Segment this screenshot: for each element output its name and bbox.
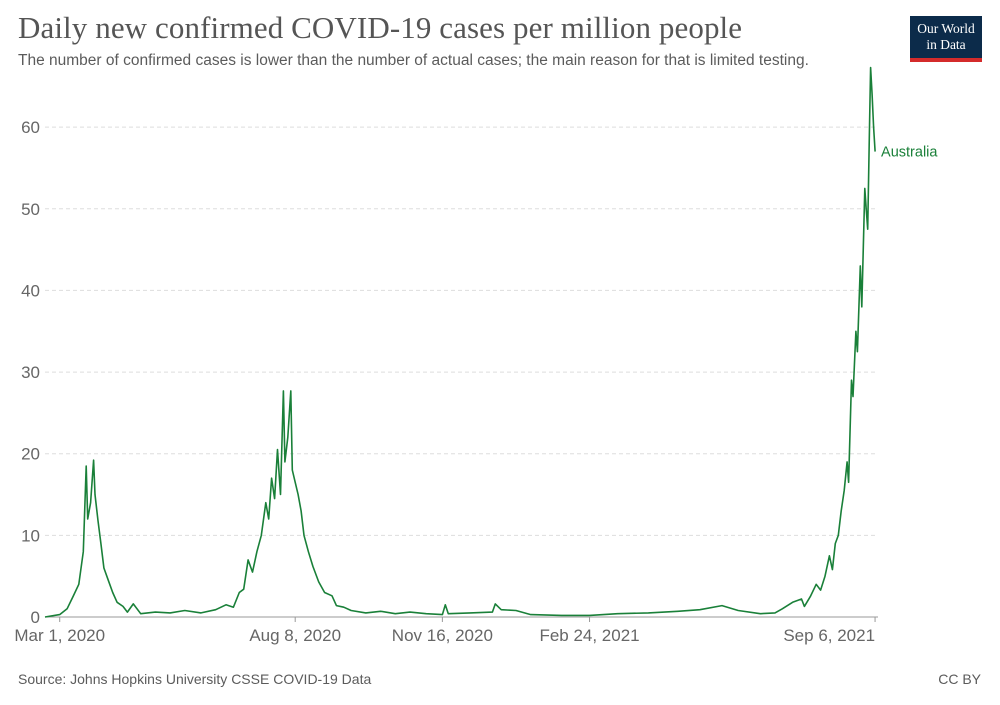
series-line-australia xyxy=(44,66,876,618)
y-tick-label: 40 xyxy=(21,281,40,300)
x-tick-label: Mar 1, 2020 xyxy=(14,626,105,645)
y-tick-label: 0 xyxy=(31,608,40,627)
license-link[interactable]: CC BY xyxy=(938,671,981,687)
logo-line-2: in Data xyxy=(926,37,966,52)
x-tick-label: Sep 6, 2021 xyxy=(783,626,875,645)
series-label-australia: Australia xyxy=(881,145,938,161)
x-tick-label: Feb 24, 2021 xyxy=(539,626,639,645)
owid-logo[interactable]: Our World in Data xyxy=(910,16,982,62)
chart-title: Daily new confirmed COVID-19 cases per m… xyxy=(18,10,743,45)
x-tick-label: Aug 8, 2020 xyxy=(249,626,341,645)
source-note[interactable]: Source: Johns Hopkins University CSSE CO… xyxy=(18,671,372,687)
y-tick-label: 50 xyxy=(21,200,40,219)
logo-line-1: Our World xyxy=(917,21,975,36)
x-tick-label: Nov 16, 2020 xyxy=(392,626,493,645)
y-tick-label: 30 xyxy=(21,363,40,382)
y-tick-label: 10 xyxy=(21,526,40,545)
y-tick-label: 20 xyxy=(21,445,40,464)
y-tick-label: 60 xyxy=(21,118,40,137)
chart-subtitle: The number of confirmed cases is lower t… xyxy=(18,52,809,69)
